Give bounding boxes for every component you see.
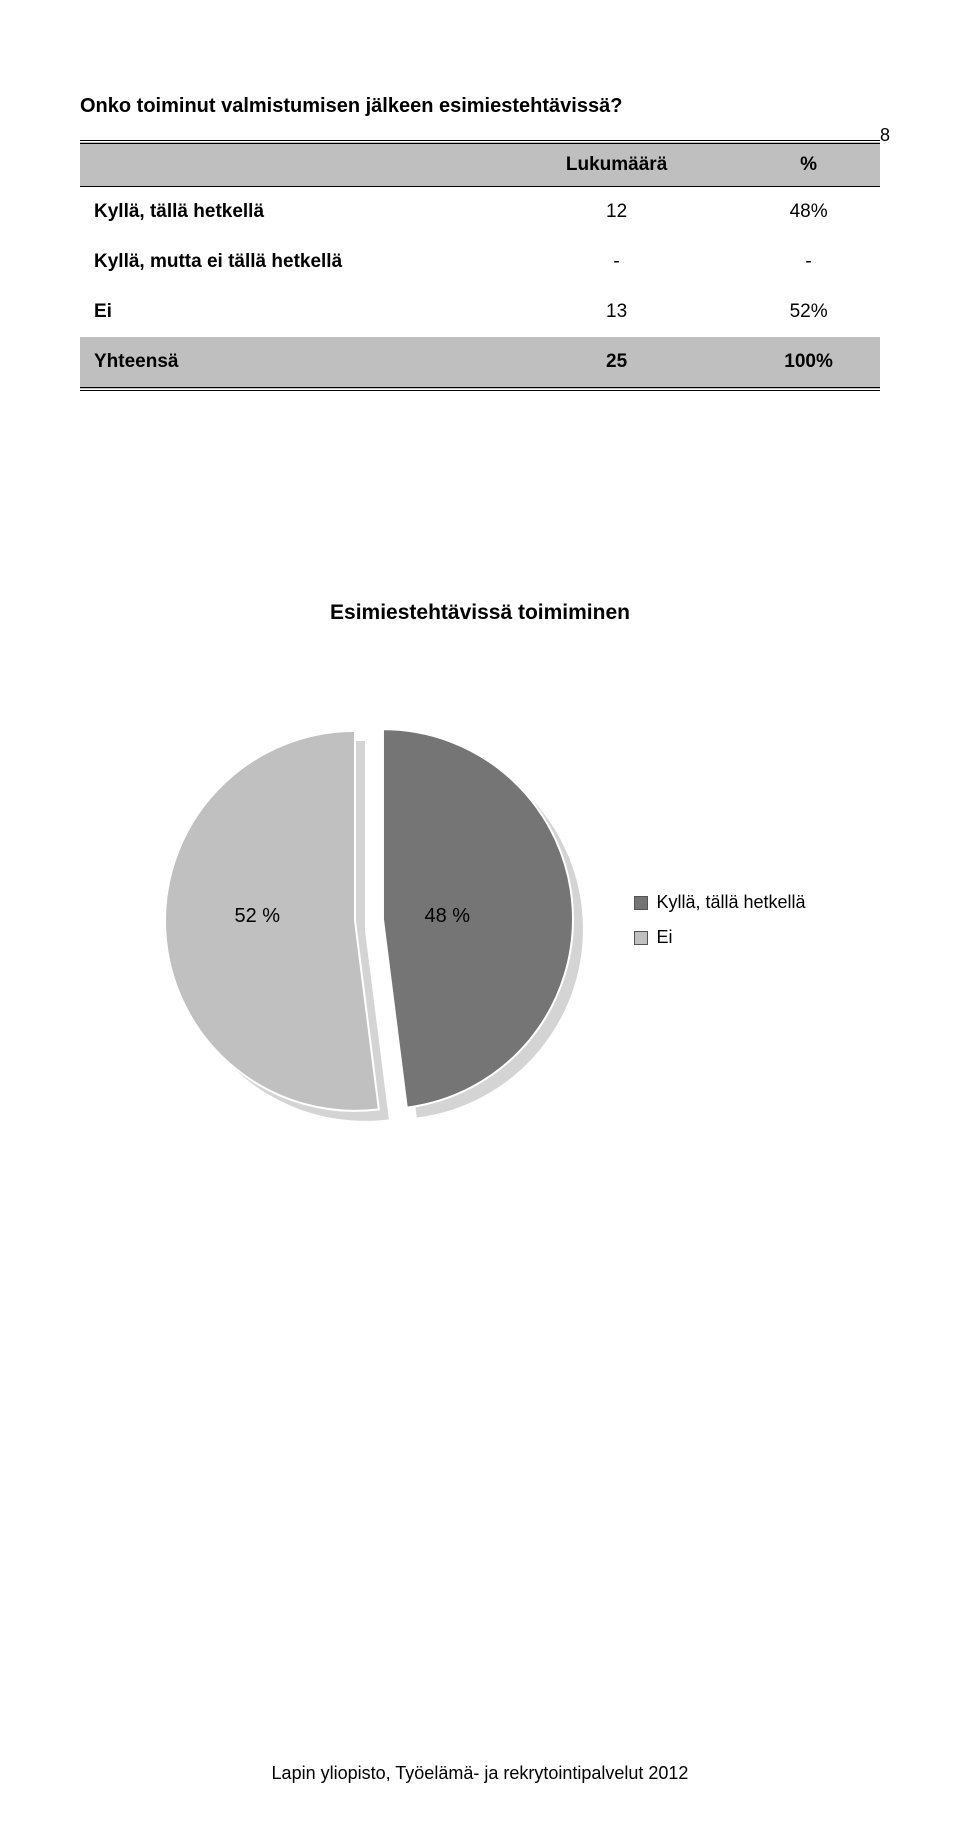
table-row: Kyllä, tällä hetkellä 12 48% bbox=[80, 187, 880, 238]
row-pct: 48% bbox=[737, 187, 880, 238]
row-count: 13 bbox=[496, 287, 737, 337]
pie-chart: 52 % 48 % bbox=[154, 705, 584, 1135]
page-number: 8 bbox=[880, 125, 890, 146]
row-label: Kyllä, mutta ei tällä hetkellä bbox=[80, 237, 496, 287]
row-count: 12 bbox=[496, 187, 737, 238]
row-pct: 100% bbox=[737, 337, 880, 389]
slice-label-left: 52 % bbox=[234, 905, 280, 928]
row-label: Kyllä, tällä hetkellä bbox=[80, 187, 496, 238]
table-row: Ei 13 52% bbox=[80, 287, 880, 337]
page-footer: Lapin yliopisto, Työelämä- ja rekrytoint… bbox=[0, 1763, 960, 1784]
legend-item: Kyllä, tällä hetkellä bbox=[634, 892, 805, 913]
legend-swatch bbox=[634, 931, 648, 945]
legend-item: Ei bbox=[634, 927, 805, 948]
legend-text: Ei bbox=[656, 927, 672, 948]
table-row-total: Yhteensä 25 100% bbox=[80, 337, 880, 389]
row-count: 25 bbox=[496, 337, 737, 389]
col-header-pct: % bbox=[737, 142, 880, 187]
legend-text: Kyllä, tällä hetkellä bbox=[656, 892, 805, 913]
row-pct: 52% bbox=[737, 287, 880, 337]
row-pct: - bbox=[737, 237, 880, 287]
chart-legend: Kyllä, tällä hetkellä Ei bbox=[634, 892, 805, 948]
col-header-empty bbox=[80, 142, 496, 187]
row-label: Ei bbox=[80, 287, 496, 337]
chart-title: Esimiestehtävissä toimiminen bbox=[80, 601, 880, 625]
data-table: Lukumäärä % Kyllä, tällä hetkellä 12 48%… bbox=[80, 140, 880, 391]
row-label: Yhteensä bbox=[80, 337, 496, 389]
legend-swatch bbox=[634, 896, 648, 910]
slice-label-right: 48 % bbox=[424, 905, 470, 928]
col-header-count: Lukumäärä bbox=[496, 142, 737, 187]
question-heading: Onko toiminut valmistumisen jälkeen esim… bbox=[80, 95, 880, 118]
table-row: Kyllä, mutta ei tällä hetkellä - - bbox=[80, 237, 880, 287]
row-count: - bbox=[496, 237, 737, 287]
